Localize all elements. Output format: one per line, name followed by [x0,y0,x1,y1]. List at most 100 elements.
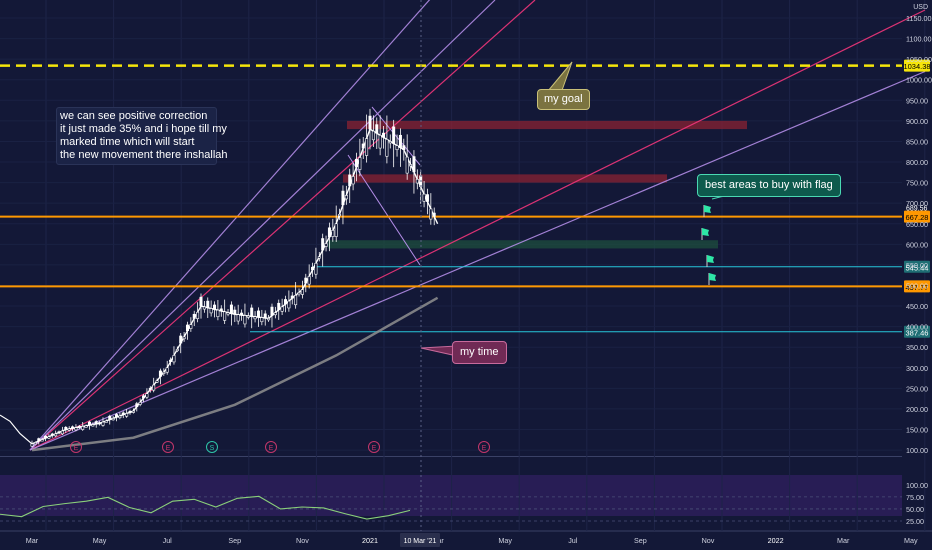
candle-body [192,313,196,319]
price-tick-label: 650.00 [906,220,928,229]
candle-body [142,395,146,399]
price-tick-label: 1000.00 [906,76,932,85]
candle-body [233,309,237,315]
buy-label: best areas to buy with flag [705,179,833,191]
time-label: my time [460,346,499,358]
candle-body [351,176,355,185]
candle-body [250,307,254,317]
note-line: we can see positive correction [60,110,208,122]
price-tick-label: 600.00 [906,240,928,249]
candle-body [94,421,98,425]
candle-body [334,223,338,237]
time-tick-label: May [904,536,918,545]
candle-body [290,295,294,299]
time-tick-label: Jul [568,536,578,545]
price-tick-label: 300.00 [906,364,928,373]
candle-body [412,156,416,173]
candle-body [243,315,247,325]
event-marker-label: E [269,445,274,452]
candle-body [54,433,58,437]
price-line-prior [0,414,33,445]
price-tick-label: 800.00 [906,158,928,167]
candle-body [158,370,162,377]
analysis-note[interactable]: we can see positive correction it just m… [56,107,228,165]
candle-body [432,212,436,217]
candle-body [402,145,406,150]
candle-body [287,300,291,309]
candle-body [307,276,311,285]
candle-body [185,324,189,332]
candle-body [354,158,358,168]
goal-callout[interactable]: my goal [537,89,590,110]
buy-areas-callout[interactable]: best areas to buy with flag [697,174,841,197]
time-callout[interactable]: my time [452,341,507,364]
candle-body [283,299,287,305]
candle-body [98,422,102,425]
price-tick-label: 450.00 [906,302,928,311]
candle-body [331,230,335,237]
event-marker-label: E [482,445,487,452]
candle-body [388,141,392,144]
candle-body [429,208,433,220]
candle-body [263,313,267,319]
axis-unit: USD [913,4,928,11]
event-marker [206,441,218,453]
candle-body [405,156,409,174]
candle-body [121,412,125,415]
event-marker [70,441,82,453]
trend-line [29,9,926,451]
price-tick-label: 1100.00 [906,35,931,44]
level-tag-label: 667.28 [906,213,929,222]
time-tick-label: Jul [163,536,173,545]
callout-pointer [420,345,458,357]
candle-body [37,438,41,442]
candle-body [172,355,176,363]
candle-body [338,213,342,217]
candle-body [209,308,213,314]
candle-body [375,124,379,134]
candle-body [87,421,91,426]
flag-icon [707,255,714,263]
candle-body [398,134,402,148]
candle-body [321,238,325,251]
candle-body [280,306,284,312]
candle-body [422,193,426,202]
candle-body [270,306,274,316]
candle-body [67,428,71,431]
time-tick-label: 2022 [768,536,784,545]
trend-line [29,0,496,451]
candle-body [47,436,51,439]
event-marker [368,441,380,453]
candle-body [219,308,223,312]
candle-body [118,415,122,419]
price-tick-label: 700.00 [906,199,928,208]
candle-body [246,315,250,318]
price-tick-label: 950.00 [906,96,928,105]
time-tick-label: Sep [634,536,647,545]
flag-icon [709,273,716,281]
candle-body [253,316,257,320]
candle-body [33,442,37,445]
trend-line [29,70,926,451]
candle-body [260,317,264,323]
candle-body [189,324,193,329]
level-tag [904,260,930,273]
candle-body [40,439,44,442]
level-tag-label: 545.44 [906,263,929,272]
candle-body [409,164,413,167]
level-tag-label: 497.77 [906,283,929,292]
rsi-band [0,475,902,516]
price-tick-label: 900.00 [906,117,928,126]
candle-body [317,256,321,259]
rsi-tick-label: 25.00 [906,517,924,526]
candle-body [267,318,271,321]
rsi-line [0,495,411,520]
support-zone [328,240,718,249]
candle-body [213,304,217,310]
flag-icon [702,228,709,236]
event-marker [265,441,277,453]
candle-body [64,426,68,430]
candle-body [77,425,81,429]
